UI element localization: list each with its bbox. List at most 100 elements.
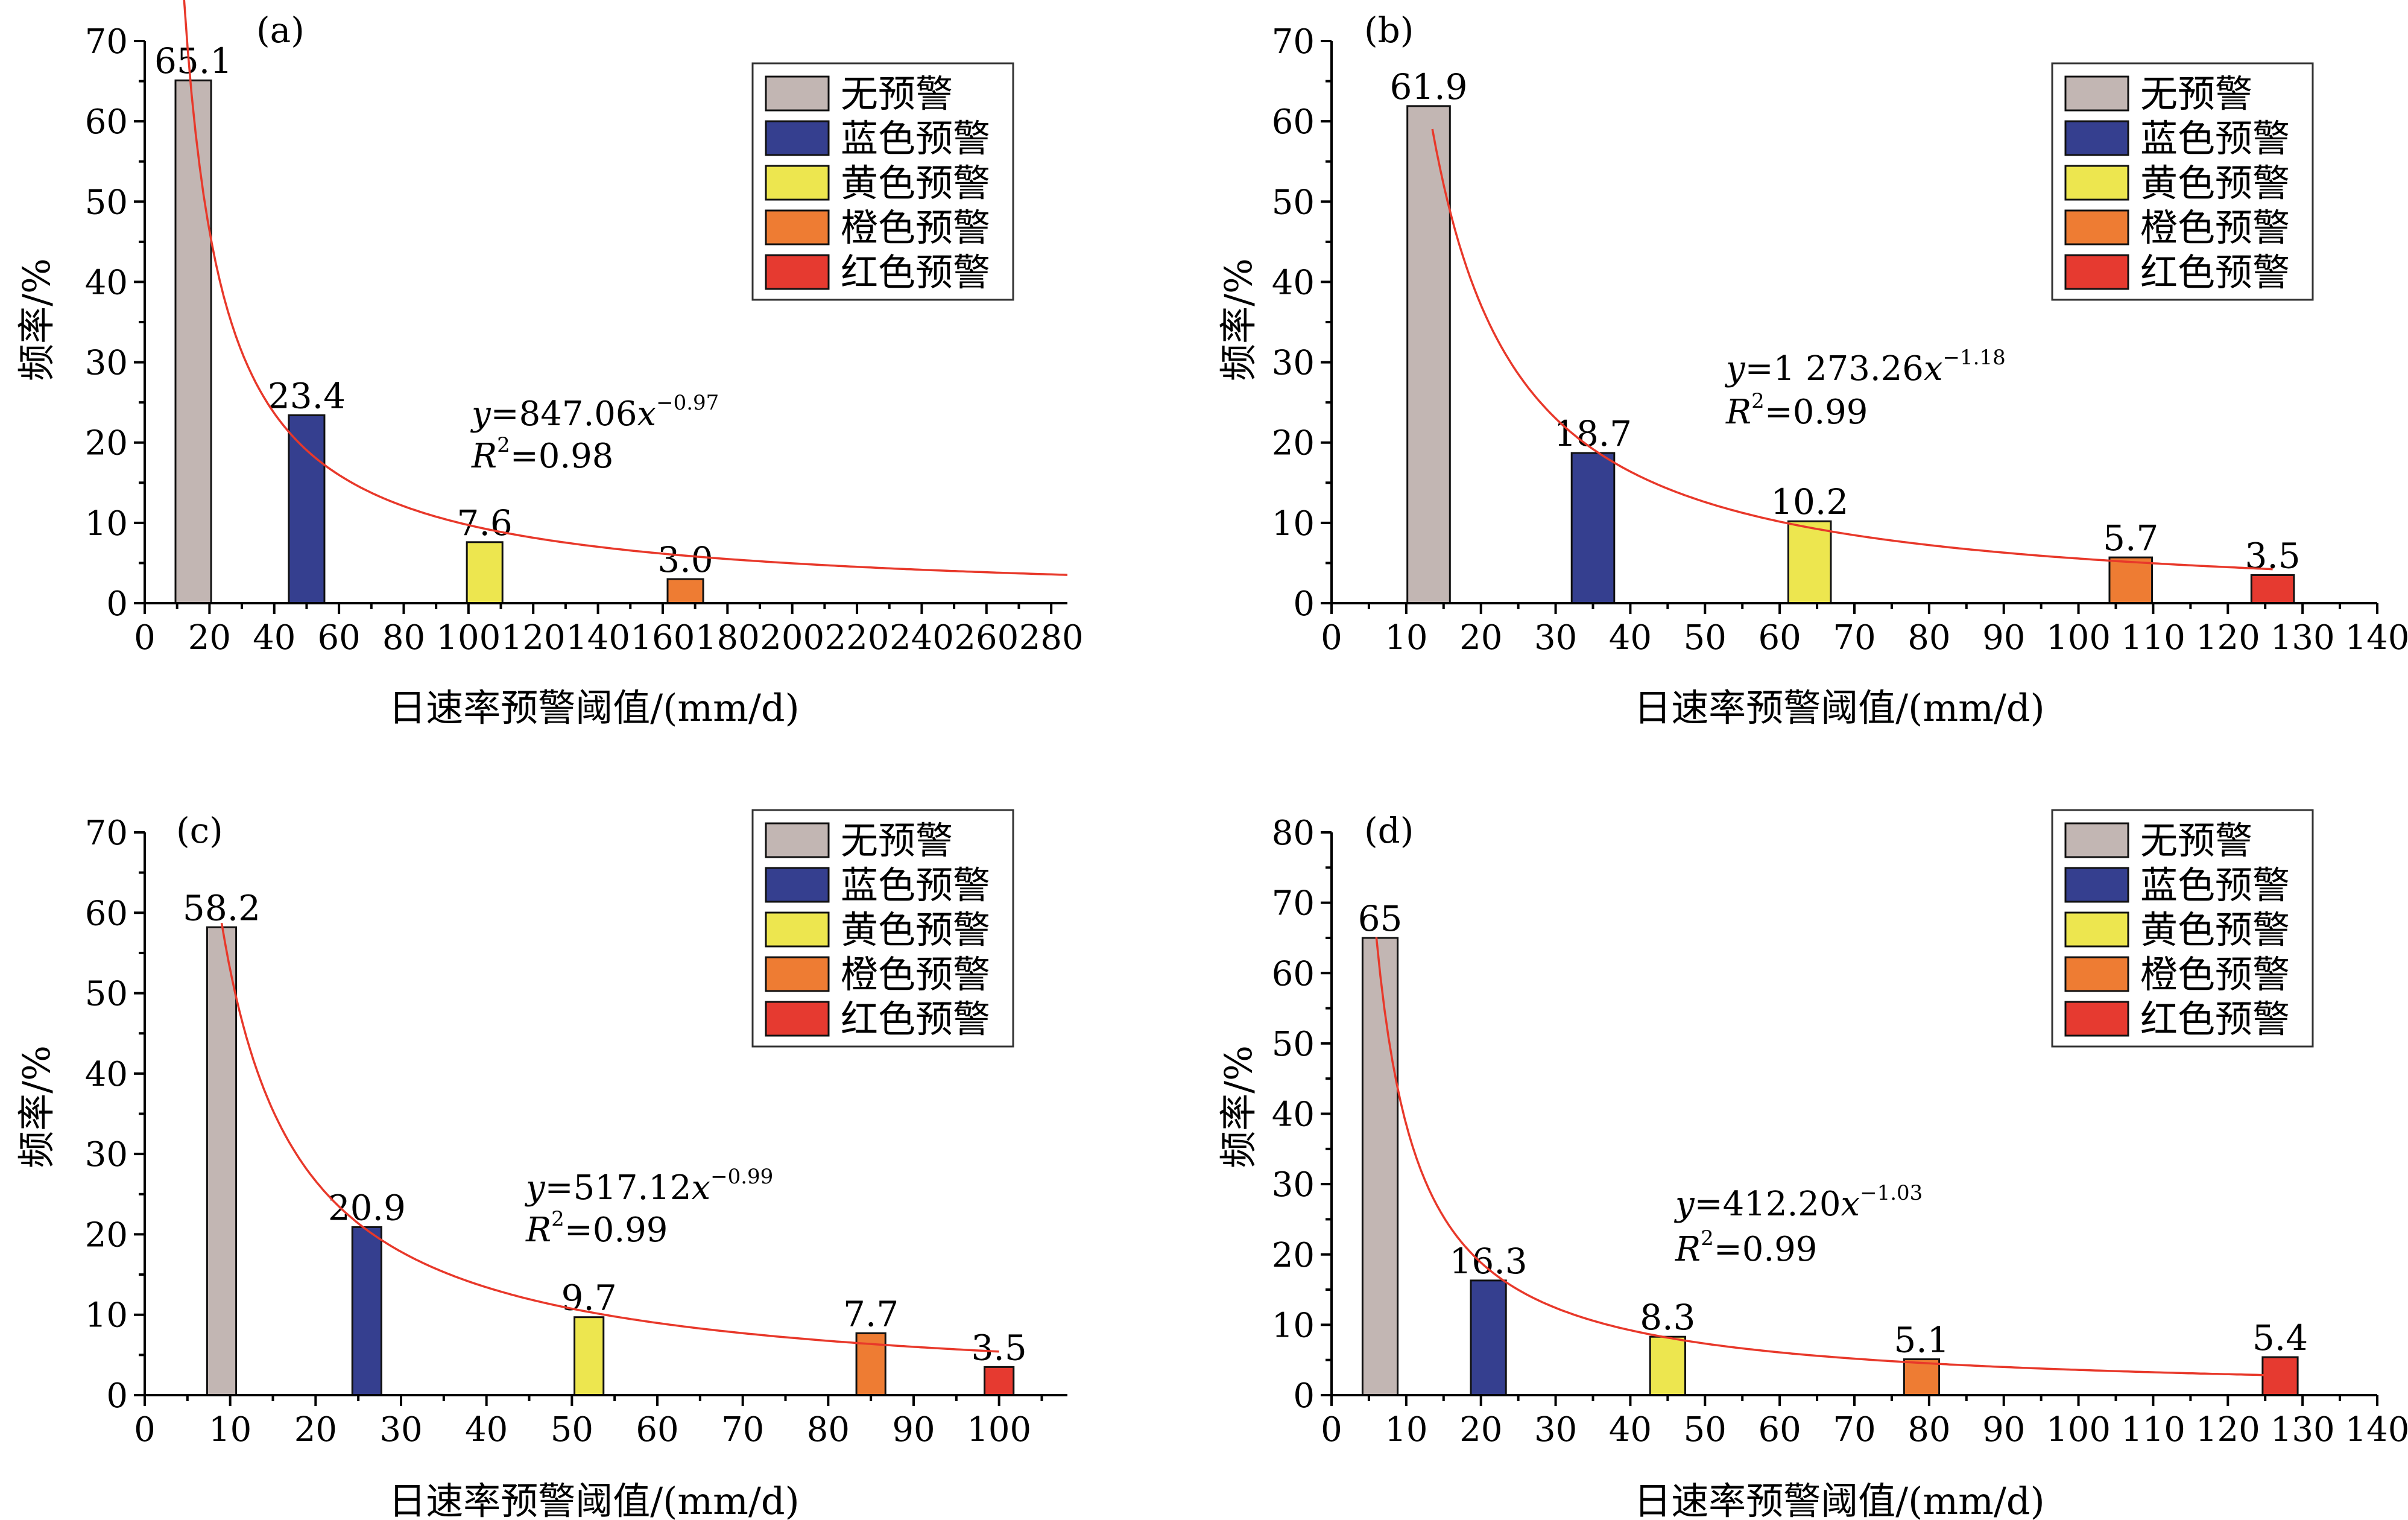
legend-label-c-orange: 橙色预警 [841,952,990,996]
legend-swatch-a-orange [765,209,830,245]
bar-d-orange [1903,1358,1941,1396]
x-tick-label-c: 90 [892,1410,935,1449]
legend-swatch-a-red [765,254,830,290]
x-tick-label-d: 20 [1459,1410,1502,1449]
bar-a-yellow [466,541,504,604]
bar-b-none [1406,105,1451,604]
legend-swatch-c-orange [765,956,830,992]
bar-d-blue [1470,1279,1507,1396]
legend-swatch-a-yellow [765,165,830,201]
y-tick-label-b: 10 [1272,504,1315,543]
legend-swatch-b-orange [2064,209,2129,245]
legend-label-a-red: 红色预警 [841,250,990,294]
bars-group-b: 61.9 18.7 10.2 5.7 3.5 [1389,66,2301,604]
x-tick-label-d: 60 [1759,1410,1801,1449]
y-tick-label-c: 30 [85,1135,128,1174]
x-tick-label-a: 180 [695,618,760,657]
y-tick-label-d: 0 [1293,1376,1315,1416]
x-axis-title-a: 日速率预警阈值/(mm/d) [388,686,799,730]
x-tick-label-d: 80 [1907,1410,1950,1449]
r-squared-c: R2=0.99 [525,1207,668,1250]
y-tick-label-b: 20 [1272,424,1315,463]
x-tick-label-d: 140 [2345,1410,2408,1449]
x-tick-label-c: 30 [379,1410,422,1449]
equation-a: y=847.06x−0.97 [470,391,719,434]
x-tick-label-b: 100 [2046,618,2111,657]
legend-label-a-blue: 蓝色预警 [841,116,990,160]
chart-panel-c: 58.220.99.7 7.73.5 0 10 20 30 40 50 60 70 80 90 100… [14,809,1067,1520]
x-tick-label-a: 60 [317,618,360,657]
fit-curve-b [1431,128,2273,571]
panel-label-c: (c) [176,810,223,851]
bar-c-yellow [574,1316,605,1396]
legend-label-d-none: 无预警 [2140,819,2252,863]
legend-label-d-yellow: 黄色预警 [2140,908,2290,952]
x-tick-label-d: 110 [2121,1410,2185,1449]
x-tick-label-a: 0 [134,618,156,657]
y-axis-title-a: 频率/% [14,258,58,381]
y-axis-title-b: 频率/% [1216,258,1260,381]
legend-swatch-b-yellow [2064,165,2129,201]
x-tick-label-d: 70 [1833,1410,1876,1449]
y-tick-label-d: 70 [1272,884,1315,923]
legend-label-c-blue: 蓝色预警 [841,863,990,907]
x-tick-label-b: 110 [2121,618,2185,657]
bars-group-a: 65.1 23.4 7.6 3.0 [154,40,713,604]
axes-c: 0 10 20 30 40 50 60 70 80 90 100 0 10 20 30 40 50 60 70 [85,814,1067,1449]
legend-label-c-red: 红色预警 [841,997,990,1041]
x-tick-label-b: 70 [1833,618,1876,657]
axes-d: 0 10 20 30 40 50 60 70 80 90 100 110 120 130 140 0 10 20 3… [1272,814,2408,1449]
x-tick-label-c: 20 [294,1410,337,1449]
x-tick-label-a: 240 [890,618,954,657]
y-tick-label-a: 30 [85,344,128,383]
y-tick-label-d: 60 [1272,954,1315,993]
bar-c-blue [351,1226,382,1396]
legend-label-b-none: 无预警 [2140,72,2252,116]
axes-a: 0 20 40 60 80 100 120 140 160 180 200 220 240 260 280 0… [85,22,1084,657]
x-tick-label-a: 20 [188,618,231,657]
legend-label-a-none: 无预警 [841,72,953,116]
y-axis-title-d: 频率/% [1216,1045,1260,1168]
bar-d-none [1361,937,1399,1396]
y-tick-label-a: 40 [85,263,128,302]
x-tick-label-a: 140 [566,618,630,657]
legend-swatch-a-none [765,75,830,112]
bar-c-red [984,1366,1015,1396]
y-tick-label-b: 60 [1272,103,1315,142]
legend-swatch-b-none [2064,75,2129,112]
bar-value-label-a-orange: 3.0 [657,539,713,580]
x-tick-label-d: 40 [1609,1410,1652,1449]
bar-c-none [206,926,238,1396]
y-tick-label-d: 30 [1272,1165,1315,1205]
bar-value-label-b-none: 61.9 [1389,66,1467,107]
x-tick-label-a: 280 [1019,618,1084,657]
x-axis-title-b: 日速率预警阈值/(mm/d) [1634,686,2044,730]
bar-value-label-a-none: 65.1 [154,40,232,81]
bar-value-label-d-yellow: 8.3 [1640,1297,1695,1338]
y-tick-label-d: 40 [1272,1095,1315,1135]
y-tick-label-a: 70 [85,22,128,62]
x-tick-label-a: 220 [825,618,890,657]
x-tick-label-c: 70 [721,1410,764,1449]
equation-c: y=517.12x−0.99 [524,1165,773,1208]
x-tick-label-b: 40 [1609,618,1652,657]
y-tick-label-a: 60 [85,103,128,142]
x-axis-title-d: 日速率预警阈值/(mm/d) [1634,1479,2044,1520]
x-tick-label-a: 160 [631,618,695,657]
y-tick-label-c: 0 [106,1376,128,1416]
y-tick-label-a: 20 [85,424,128,463]
y-tick-label-b: 0 [1293,584,1315,624]
y-tick-label-b: 40 [1272,263,1315,302]
equation-d: y=412.20x−1.03 [1673,1181,1923,1224]
x-tick-label-c: 50 [551,1410,593,1449]
x-tick-label-b: 140 [2345,618,2408,657]
panel-label-d: (d) [1364,810,1414,851]
x-tick-label-d: 90 [1982,1410,2025,1449]
x-tick-label-b: 0 [1321,618,1342,657]
legend-label-a-yellow: 黄色预警 [841,161,990,205]
y-tick-label-a: 10 [85,504,128,543]
x-tick-label-a: 260 [954,618,1019,657]
y-tick-label-b: 50 [1272,183,1315,222]
